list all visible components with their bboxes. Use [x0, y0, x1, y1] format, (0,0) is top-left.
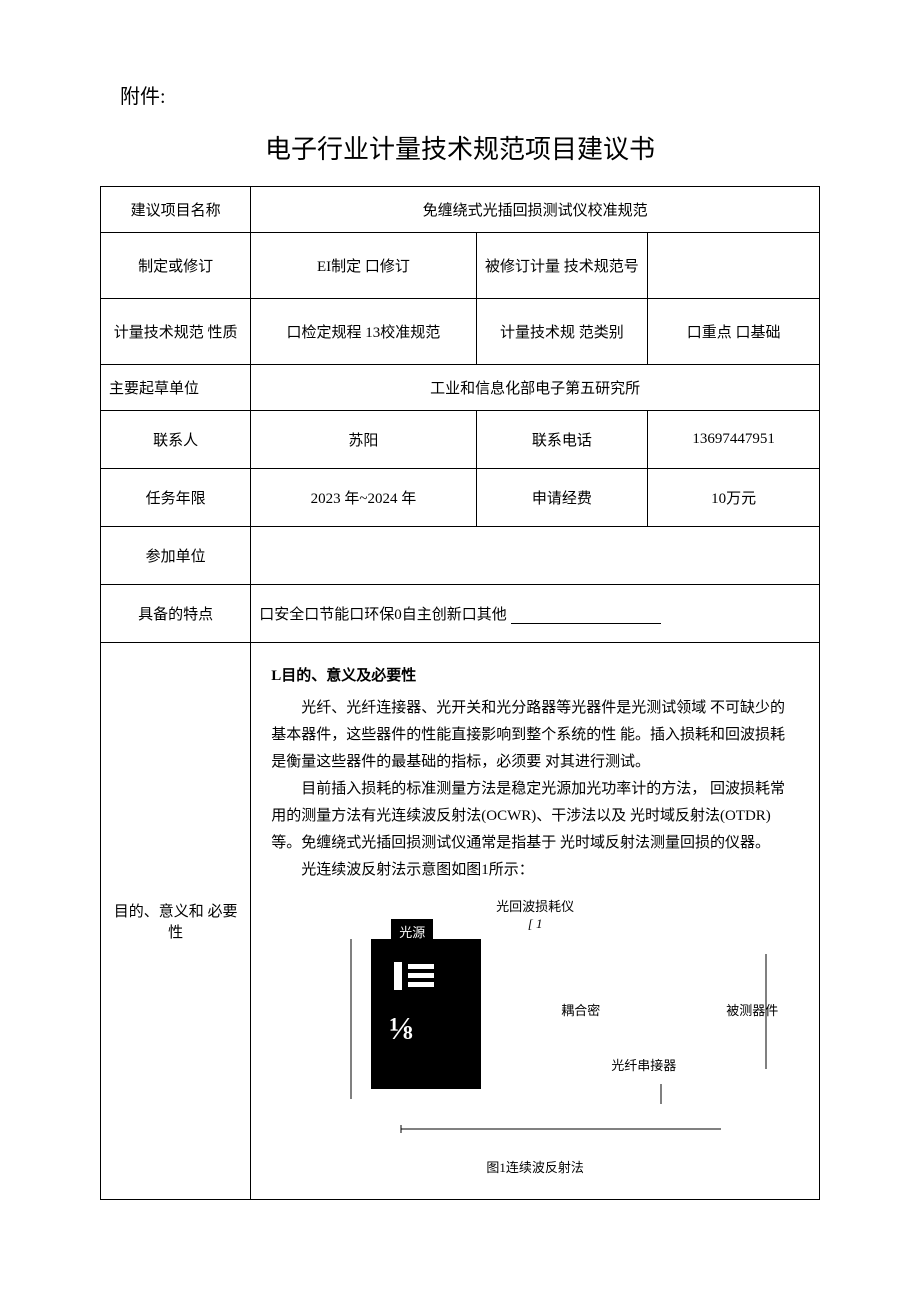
period-label: 任务年限 [101, 469, 251, 527]
purpose-body: L目的、意义及必要性 光纤、光纤连接器、光开关和光分路器等光器件是光测试领域 不… [251, 643, 820, 1200]
diagram-lines [271, 899, 801, 1179]
spec-nature-value: 口检定规程 13校准规范 [251, 299, 476, 365]
table-row: 主要起草单位 工业和信息化部电子第五研究所 [101, 365, 820, 411]
revised-spec-value [648, 233, 820, 299]
table-row: 计量技术规范 性质 口检定规程 13校准规范 计量技术规 范类别 口重点 口基础 [101, 299, 820, 365]
contact-value: 苏阳 [251, 411, 476, 469]
make-revise-label: 制定或修订 [101, 233, 251, 299]
participant-label: 参加单位 [101, 527, 251, 585]
features-text: 口安全口节能口环保0自主创新口其他 [259, 607, 510, 623]
blank-underline [511, 623, 661, 624]
revised-spec-label: 被修订计量 技术规范号 [476, 233, 648, 299]
features-value: 口安全口节能口环保0自主创新口其他 [251, 585, 820, 643]
table-row: 目的、意义和 必要性 L目的、意义及必要性 光纤、光纤连接器、光开关和光分路器等… [101, 643, 820, 1200]
body-para-3: 光连续波反射法示意图如图1所示： [271, 857, 799, 884]
phone-value: 13697447951 [648, 411, 820, 469]
drafting-unit-label: 主要起草单位 [101, 365, 251, 411]
participant-value [251, 527, 820, 585]
drafting-unit-value: 工业和信息化部电子第五研究所 [251, 365, 820, 411]
fee-value: 10万元 [648, 469, 820, 527]
spec-category-value: 口重点 口基础 [648, 299, 820, 365]
menu-icon [394, 962, 434, 990]
purpose-label: 目的、意义和 必要性 [101, 643, 251, 1200]
make-revise-value: EI制定 口修订 [251, 233, 476, 299]
features-label: 具备的特点 [101, 585, 251, 643]
diagram-coupler-label: 耦合密 [561, 999, 600, 1022]
phone-label: 联系电话 [476, 411, 648, 469]
table-row: 制定或修订 EI制定 口修订 被修订计量 技术规范号 [101, 233, 820, 299]
diagram-blackbox: ⅛ [371, 939, 481, 1089]
body-para-1: 光纤、光纤连接器、光开关和光分路器等光器件是光测试领域 不可缺少的基本器件，这些… [271, 695, 799, 776]
project-name-label: 建议项目名称 [101, 187, 251, 233]
table-row: 建议项目名称 免缠绕式光插回损测试仪校准规范 [101, 187, 820, 233]
diagram-container: 光回波损耗仪 [ 1 光源 [271, 899, 799, 1179]
spec-category-label: 计量技术规 范类别 [476, 299, 648, 365]
attachment-label: 附件: [120, 80, 820, 109]
fee-label: 申请经费 [476, 469, 648, 527]
table-row: 具备的特点 口安全口节能口环保0自主创新口其他 [101, 585, 820, 643]
spec-nature-label: 计量技术规范 性质 [101, 299, 251, 365]
project-name-value: 免缠绕式光插回损测试仪校准规范 [251, 187, 820, 233]
body-section-title: L目的、意义及必要性 [271, 663, 799, 690]
diagram-caption: 图1连续波反射法 [486, 1156, 584, 1179]
table-row: 任务年限 2023 年~2024 年 申请经费 10万元 [101, 469, 820, 527]
diagram-dut-label: 被测器件 [726, 999, 778, 1022]
diagram-fraction: ⅛ [389, 1000, 473, 1058]
page-title: 电子行业计量技术规范项目建议书 [100, 129, 820, 166]
body-para-2: 目前插入损耗的标准测量方法是稳定光源加光功率计的方法， 回波损耗常用的测量方法有… [271, 776, 799, 857]
proposal-table: 建议项目名称 免缠绕式光插回损测试仪校准规范 制定或修订 EI制定 口修订 被修… [100, 186, 820, 1200]
table-row: 参加单位 [101, 527, 820, 585]
contact-label: 联系人 [101, 411, 251, 469]
period-value: 2023 年~2024 年 [251, 469, 476, 527]
table-row: 联系人 苏阳 联系电话 13697447951 [101, 411, 820, 469]
diagram-splicer-label: 光纤串接器 [611, 1054, 676, 1077]
